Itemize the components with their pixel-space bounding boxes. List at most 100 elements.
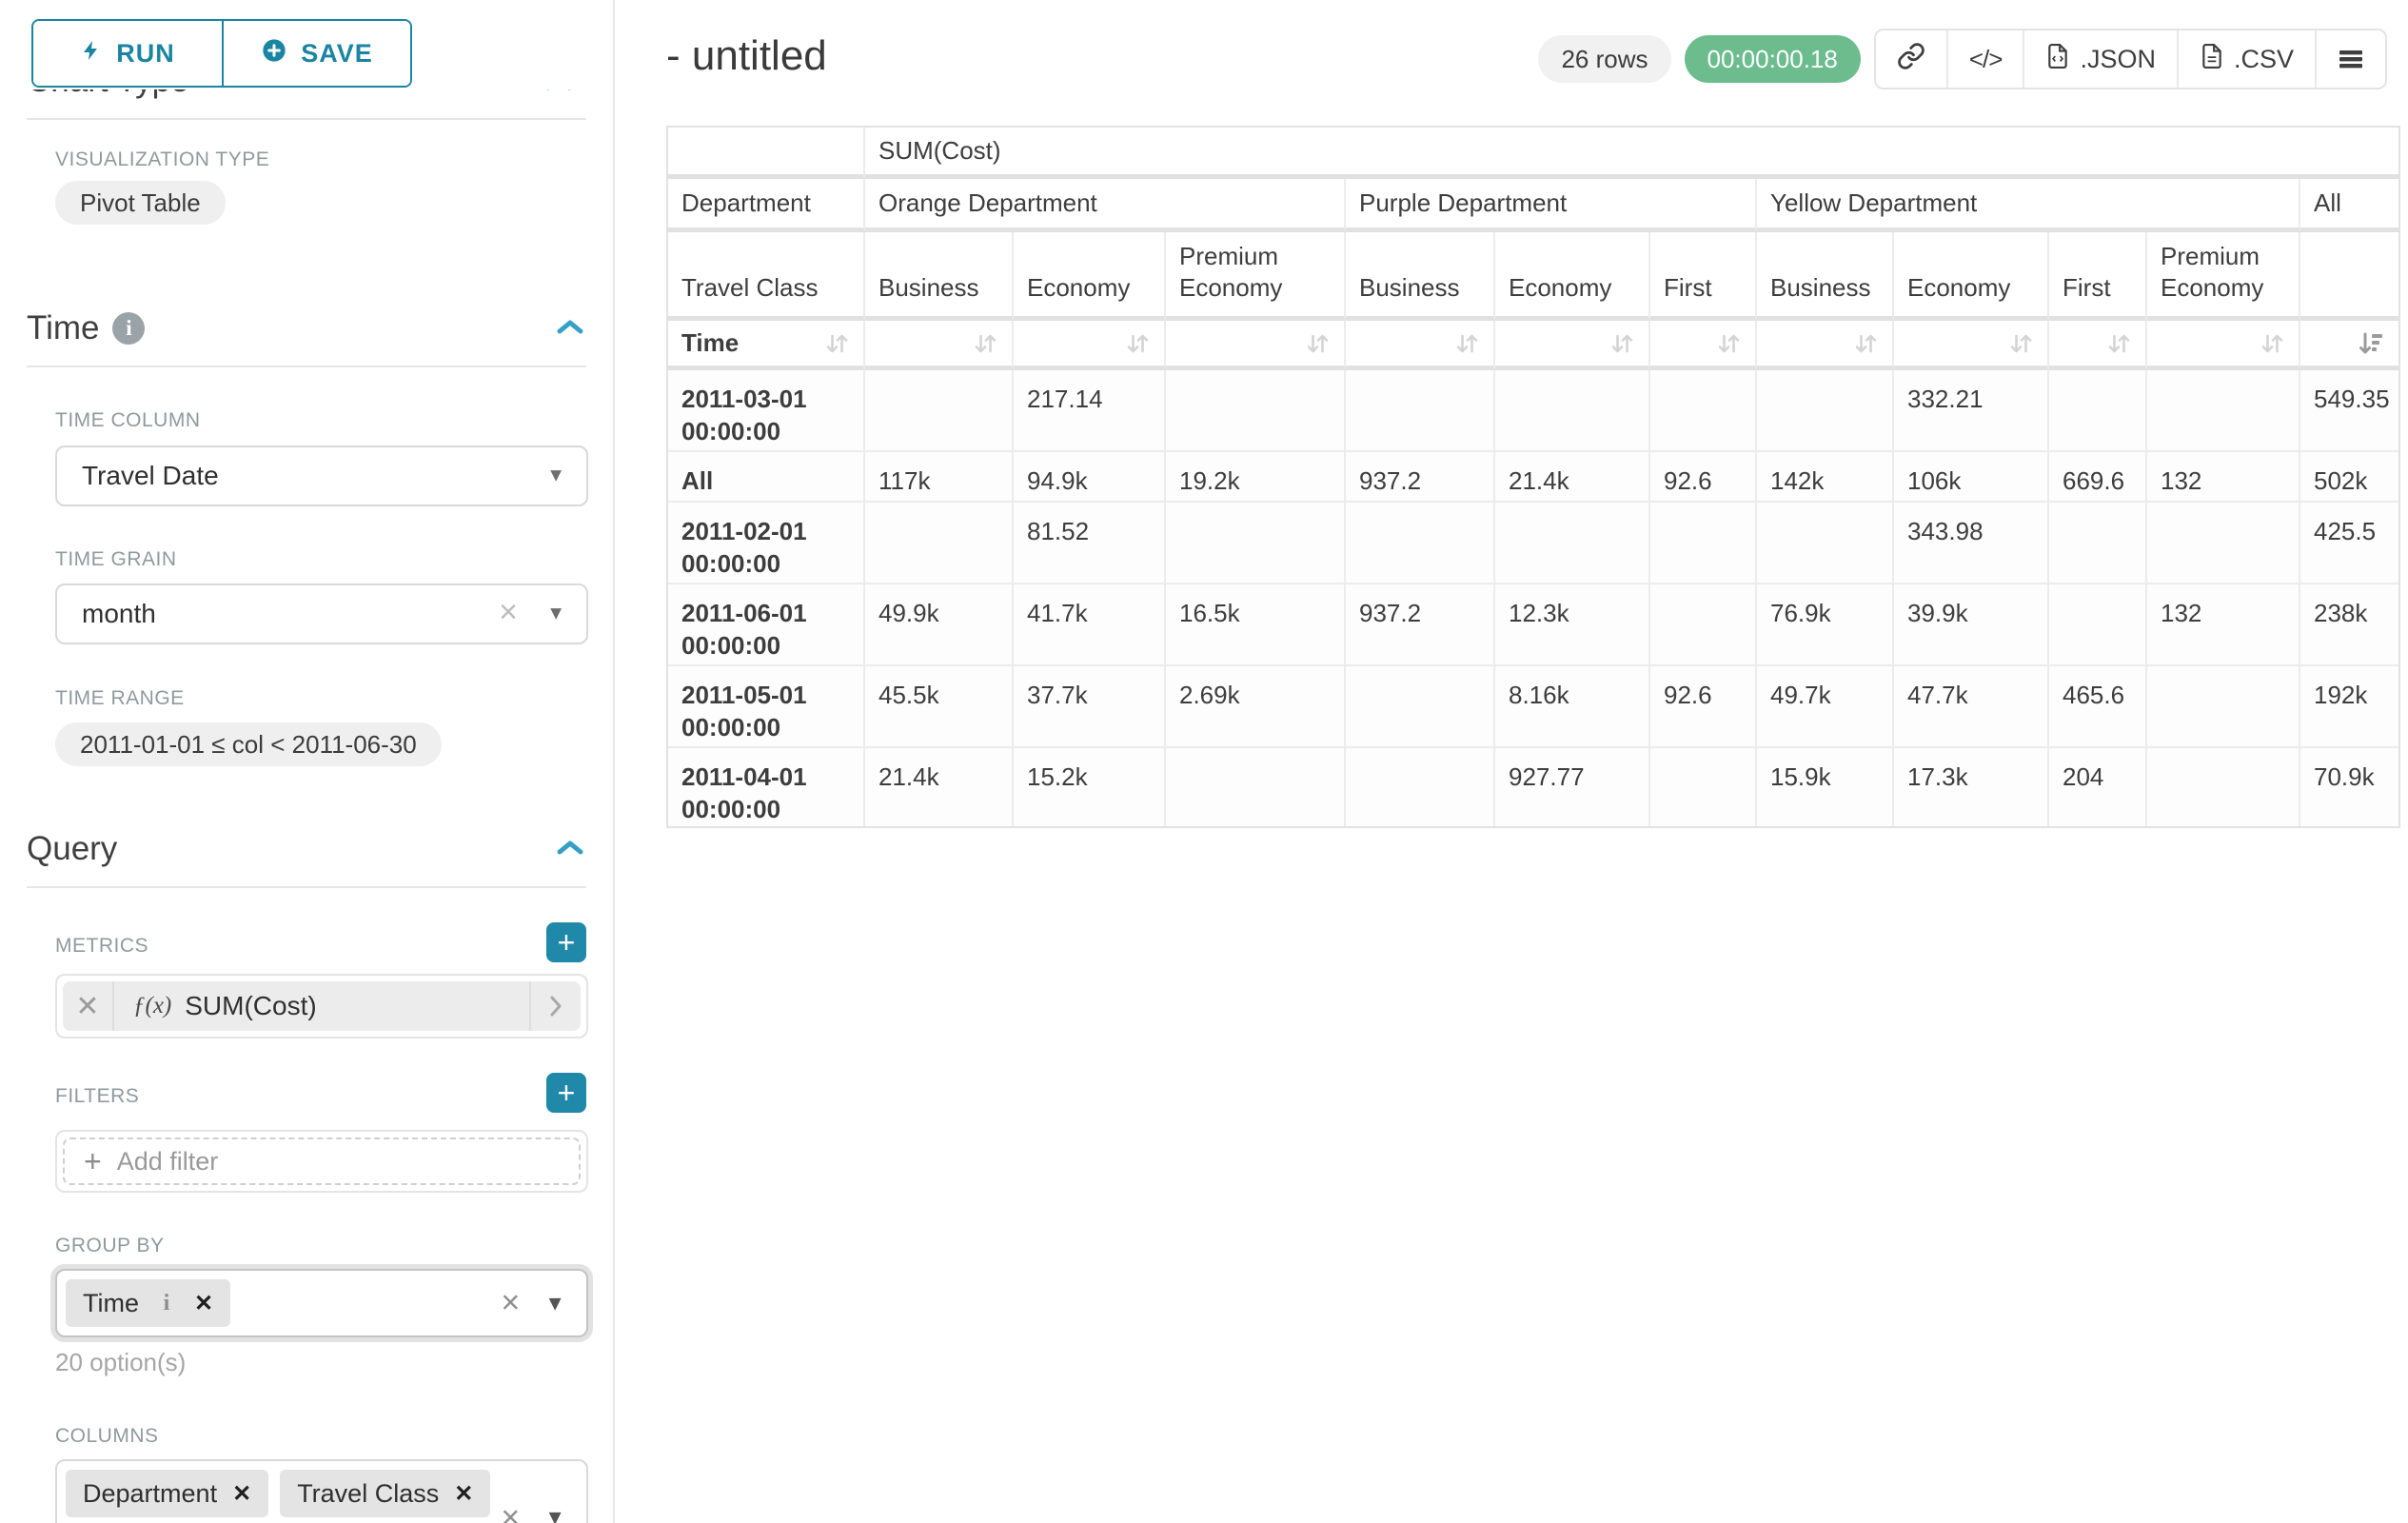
export-csv-button[interactable]: .CSV <box>2176 30 2315 88</box>
value-cell <box>865 370 1014 452</box>
export-json-button[interactable]: .JSON <box>2023 30 2177 88</box>
sort-cell <box>2049 321 2147 370</box>
sort-cell <box>1495 321 1650 370</box>
visualization-type-chip[interactable]: Pivot Table <box>55 181 226 225</box>
value-cell: 217.14 <box>1014 370 1166 452</box>
save-button[interactable]: SAVE <box>222 21 410 86</box>
columns-select[interactable]: Department ✕ Travel Class ✕ × ▼ <box>55 1459 588 1523</box>
remove-x-icon[interactable]: ✕ <box>63 981 114 1031</box>
caret-down-icon[interactable]: ▼ <box>544 1291 565 1315</box>
sort-arrows-icon[interactable] <box>972 330 998 357</box>
value-cell <box>2049 370 2147 452</box>
time-row-label: Time <box>668 321 865 370</box>
embed-code-button[interactable]: </> <box>1945 30 2023 88</box>
chart-title[interactable]: - untitled <box>666 32 827 79</box>
row-count-badge: 26 rows <box>1538 35 1671 83</box>
value-cell <box>1346 666 1495 748</box>
time-range-chip[interactable]: 2011-01-01 ≤ col < 2011-06-30 <box>55 722 442 766</box>
time-grain-select[interactable]: month × ▼ <box>55 583 588 644</box>
file-json-icon <box>2045 42 2070 77</box>
value-cell <box>865 503 1014 584</box>
travel-class-cell: First <box>2049 232 2147 321</box>
value-cell: 937.2 <box>1346 452 1495 503</box>
chevron-right-icon[interactable] <box>529 981 581 1031</box>
value-cell: 937.2 <box>1346 584 1495 666</box>
control-panel-sidebar: RUN SAVE Chart Type VISUALIZATION TYPE P… <box>0 0 615 1523</box>
share-link-button[interactable] <box>1875 30 1946 88</box>
link-icon <box>1897 42 1925 77</box>
sort-header-row: Time <box>668 321 2399 370</box>
chevron-up-icon[interactable] <box>554 316 586 342</box>
value-cell: 132 <box>2147 452 2300 503</box>
clear-x-icon[interactable]: × <box>501 1499 521 1523</box>
row-header-cell: 2011-05-01 00:00:00 <box>668 666 865 748</box>
value-cell <box>1757 503 1894 584</box>
columns-tag[interactable]: Travel Class ✕ <box>280 1470 491 1517</box>
sort-arrows-icon[interactable] <box>2105 330 2132 357</box>
row-header-cell: 2011-06-01 00:00:00 <box>668 584 865 666</box>
value-cell: 92.6 <box>1650 452 1757 503</box>
value-cell: 132 <box>2147 584 2300 666</box>
menu-icon[interactable] <box>2315 30 2385 88</box>
sort-arrows-icon[interactable] <box>823 330 850 357</box>
value-cell: 106k <box>1894 452 2049 503</box>
sort-arrows-icon[interactable] <box>1304 330 1331 357</box>
value-cell: 8.16k <box>1495 666 1650 748</box>
metric-pill[interactable]: ✕ ƒ(x) SUM(Cost) <box>63 981 581 1031</box>
value-cell <box>1495 503 1650 584</box>
run-button[interactable]: RUN <box>33 21 222 86</box>
sort-arrows-icon[interactable] <box>1609 330 1635 357</box>
value-cell <box>2147 748 2300 826</box>
caret-down-icon[interactable]: ▼ <box>544 1505 565 1523</box>
value-cell <box>1166 370 1346 452</box>
add-filter-plus-button[interactable]: + <box>546 1073 586 1113</box>
sort-desc-icon[interactable] <box>2357 330 2385 357</box>
value-cell <box>1650 503 1757 584</box>
row-header-cell: 2011-04-01 00:00:00 <box>668 748 865 826</box>
divider <box>27 118 586 120</box>
clear-x-icon[interactable]: × <box>499 593 518 630</box>
pivot-table-body: 2011-03-01 00:00:00 217.14 332.21 549.35 All… <box>668 370 2399 826</box>
columns-tag[interactable]: Department ✕ <box>66 1470 269 1517</box>
remove-x-icon[interactable]: ✕ <box>454 1480 474 1507</box>
travel-class-cell: Business <box>865 232 1014 321</box>
columns-label: COLUMNS <box>55 1425 159 1447</box>
time-column-select[interactable]: Travel Date ▼ <box>55 445 588 506</box>
remove-x-icon[interactable]: ✕ <box>232 1480 252 1507</box>
group-by-tag[interactable]: Time i ✕ <box>66 1279 231 1327</box>
group-by-select[interactable]: Time i ✕ × ▼ <box>55 1269 588 1337</box>
sort-arrows-icon[interactable] <box>2007 330 2034 357</box>
value-cell: 47.7k <box>1894 666 2049 748</box>
value-cell <box>2049 503 2147 584</box>
add-metric-button[interactable]: + <box>546 922 586 962</box>
sort-arrows-icon[interactable] <box>1852 330 1879 357</box>
table-row: All 117k 94.9k 19.2k 937.2 21.4k 92.6 142k 106k 6… <box>668 452 2399 503</box>
value-cell: 12.3k <box>1495 584 1650 666</box>
query-timer-badge: 00:00:00.18 <box>1684 35 1861 83</box>
plus-circle-icon <box>261 37 287 70</box>
sort-arrows-icon[interactable] <box>2259 330 2285 357</box>
time-range-label: TIME RANGE <box>55 687 185 709</box>
sort-cell <box>2300 321 2399 370</box>
run-save-toolbar: RUN SAVE <box>0 0 613 89</box>
value-cell: 15.9k <box>1757 748 1894 826</box>
row-header-cell: All <box>668 452 865 503</box>
travel-class-cell: Premium Economy <box>2147 232 2300 321</box>
value-cell: 927.77 <box>1495 748 1650 826</box>
sort-arrows-icon[interactable] <box>1453 330 1480 357</box>
add-filter-button[interactable]: + Add filter <box>63 1137 581 1185</box>
value-cell <box>1346 370 1495 452</box>
metric-control: ✕ ƒ(x) SUM(Cost) <box>55 974 588 1038</box>
value-cell <box>1346 748 1495 826</box>
chevron-up-icon[interactable] <box>554 837 586 862</box>
value-cell: 117k <box>865 452 1014 503</box>
sort-cell <box>1650 321 1757 370</box>
clear-x-icon[interactable]: × <box>501 1284 521 1321</box>
sort-arrows-icon[interactable] <box>1124 330 1151 357</box>
table-row: 2011-06-01 00:00:00 49.9k 41.7k 16.5k 937.2 1… <box>668 584 2399 666</box>
corner-cell <box>668 128 865 179</box>
value-cell: 238k <box>2300 584 2399 666</box>
sort-arrows-icon[interactable] <box>1715 330 1742 357</box>
remove-x-icon[interactable]: ✕ <box>194 1290 214 1316</box>
visualization-type-label: VISUALIZATION TYPE <box>55 148 270 170</box>
